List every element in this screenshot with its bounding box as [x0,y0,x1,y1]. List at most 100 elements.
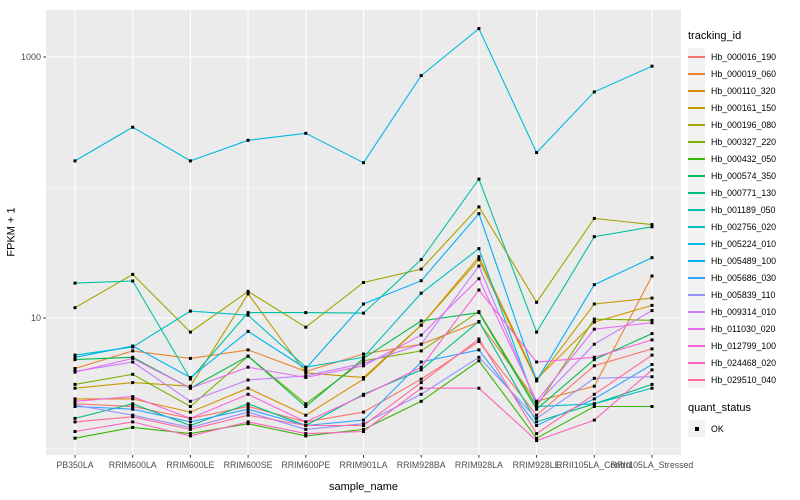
data-point [535,432,539,436]
data-point [188,159,192,163]
data-point [73,159,77,163]
legend-item: Hb_029510_040 [688,371,798,388]
data-point [246,407,250,411]
data-point [304,367,308,370]
x-tick-label: RRIM901LA [339,460,388,470]
data-point [304,424,308,427]
data-point [419,349,423,353]
data-point [188,309,192,313]
data-point [73,386,77,390]
data-point [246,386,250,390]
data-point [535,407,539,411]
legend-label: Hb_024468_020 [711,357,777,368]
data-point [73,353,77,357]
data-point [592,384,596,388]
x-tick-label: RRIM600SE [223,460,273,470]
legend-item: Hb_000432_050 [688,150,798,167]
data-point [246,365,250,369]
legend-line-icon [688,293,705,296]
data-point [535,424,539,427]
data-point [131,372,135,376]
legend-title-quant-status: quant_status [688,402,751,414]
data-point [535,413,539,417]
legend-key [688,252,705,269]
data-point [246,420,250,424]
legend-item: Hb_000574_350 [688,167,798,184]
data-point [246,292,250,296]
legend-item: Hb_024468_020 [688,354,798,371]
x-tick-label: RRIM600LE [166,460,215,470]
data-point [131,395,135,399]
data-point [535,300,539,304]
data-point [362,418,365,422]
data-point [188,386,192,390]
legend-item: Hb_012799_100 [688,337,798,354]
data-point [304,376,308,379]
data-point [246,410,250,414]
legend-label: Hb_011030_020 [711,323,776,334]
legend-label: Hb_005489_100 [711,255,777,266]
data-point [362,352,365,356]
y-tick-label: 1000 [20,51,41,62]
legend-label: Hb_000019_060 [711,68,777,79]
legend-key [688,218,705,235]
legend-item: Hb_005686_030 [688,269,798,286]
data-point [188,420,192,424]
legend-line-icon [688,157,705,160]
data-point [419,365,423,369]
data-point [362,281,365,284]
data-point [188,405,192,408]
legend-key [688,320,705,337]
data-point [246,348,250,352]
data-point [131,125,135,129]
data-point [592,302,596,306]
legend-label: Hb_009314_010 [711,306,777,317]
data-point [188,425,192,429]
data-point [246,354,250,358]
data-point [73,281,77,285]
data-point [419,319,423,323]
data-point [246,138,250,142]
data-point [650,386,654,390]
legend-label: Hb_029510_040 [711,374,777,385]
data-point [73,367,77,370]
data-point [535,402,539,406]
data-point [419,74,423,78]
data-point [131,425,135,429]
legend-item: Hb_000110_320 [688,82,798,99]
data-point [535,151,539,155]
legend-item: Hb_001189_050 [688,201,798,218]
x-tick-label: RRII105LA_Control [556,460,633,470]
legend-key [688,371,705,388]
data-point [650,375,654,379]
data-point [592,283,596,287]
data-point [304,325,308,329]
data-point [246,413,250,417]
legend-label: Hb_000327_220 [711,136,777,147]
data-point [650,382,654,386]
data-point [304,402,308,406]
data-point [592,364,596,368]
legend-label: Hb_012799_100 [711,340,777,351]
legend-label: OK [711,423,724,434]
data-point [188,377,192,381]
data-point [477,386,481,390]
x-tick-label: RRIM600LA [108,460,157,470]
data-point [477,258,481,262]
legend-item: Hb_005489_100 [688,252,798,269]
legend-key [688,82,705,99]
data-point [131,279,135,283]
legend-line-icon [688,140,705,143]
data-point [535,436,539,440]
data-point [477,340,481,343]
data-point [592,376,596,380]
legend-key [688,116,705,133]
legend-line-icon [688,327,705,330]
data-point [650,303,654,307]
legend-label: Hb_000016_190 [711,51,777,62]
data-point [592,235,596,239]
legend-line-icon [688,225,705,228]
data-point [131,272,135,276]
data-point [650,353,654,357]
data-point [73,420,77,424]
